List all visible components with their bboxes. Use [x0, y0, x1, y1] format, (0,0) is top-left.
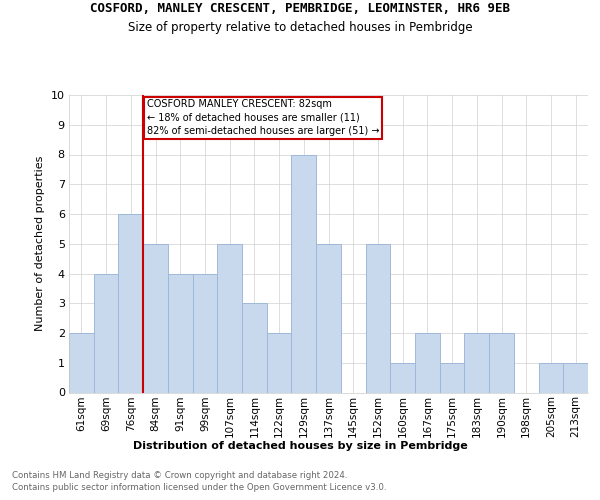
- Bar: [316, 244, 341, 392]
- Text: Contains HM Land Registry data © Crown copyright and database right 2024.: Contains HM Land Registry data © Crown c…: [12, 471, 347, 480]
- Bar: [242, 303, 267, 392]
- Text: Size of property relative to detached houses in Pembridge: Size of property relative to detached ho…: [128, 21, 472, 34]
- Y-axis label: Number of detached properties: Number of detached properties: [35, 156, 45, 332]
- Bar: [143, 244, 168, 392]
- Bar: [440, 363, 464, 392]
- Bar: [365, 244, 390, 392]
- Bar: [168, 274, 193, 392]
- Bar: [539, 363, 563, 392]
- Bar: [563, 363, 588, 392]
- Bar: [193, 274, 217, 392]
- Text: COSFORD MANLEY CRESCENT: 82sqm
← 18% of detached houses are smaller (11)
82% of : COSFORD MANLEY CRESCENT: 82sqm ← 18% of …: [147, 100, 379, 136]
- Bar: [267, 333, 292, 392]
- Bar: [118, 214, 143, 392]
- Bar: [217, 244, 242, 392]
- Bar: [390, 363, 415, 392]
- Text: Contains public sector information licensed under the Open Government Licence v3: Contains public sector information licen…: [12, 484, 386, 492]
- Bar: [415, 333, 440, 392]
- Text: Distribution of detached houses by size in Pembridge: Distribution of detached houses by size …: [133, 441, 467, 451]
- Bar: [94, 274, 118, 392]
- Bar: [489, 333, 514, 392]
- Bar: [464, 333, 489, 392]
- Bar: [292, 154, 316, 392]
- Text: COSFORD, MANLEY CRESCENT, PEMBRIDGE, LEOMINSTER, HR6 9EB: COSFORD, MANLEY CRESCENT, PEMBRIDGE, LEO…: [90, 2, 510, 16]
- Bar: [69, 333, 94, 392]
